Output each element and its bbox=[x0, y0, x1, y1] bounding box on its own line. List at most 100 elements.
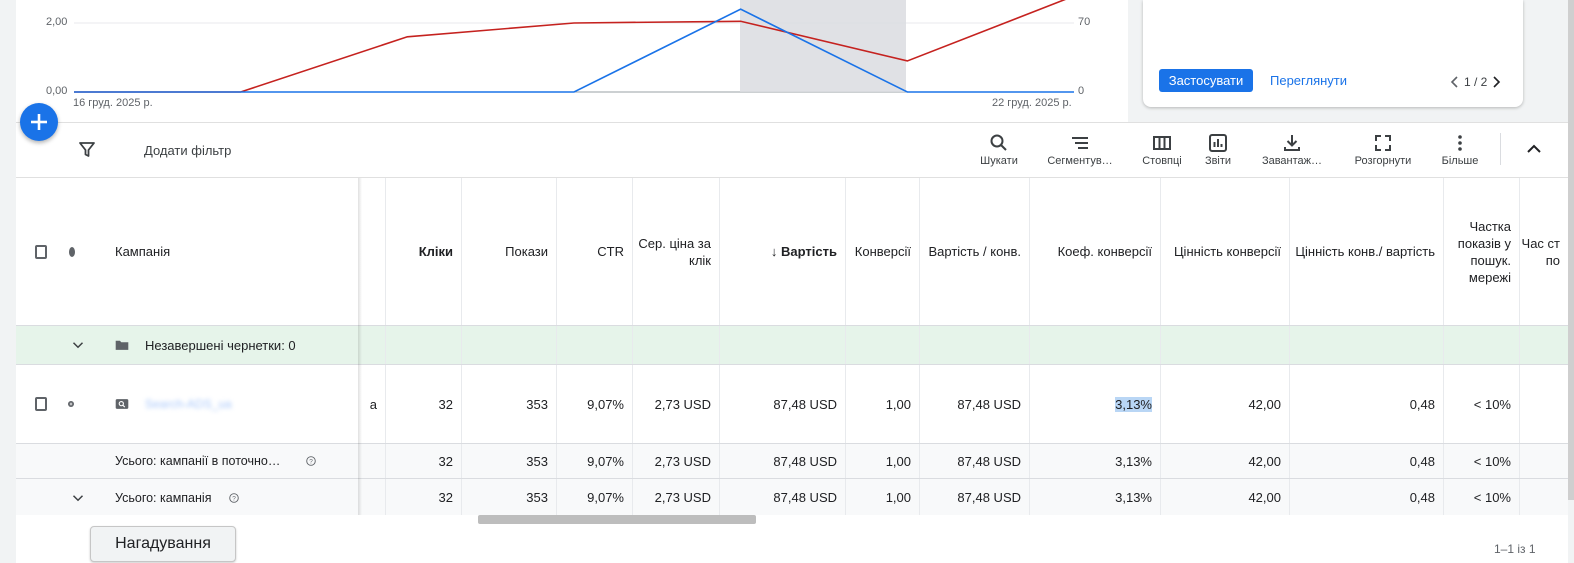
header-conv-rate[interactable]: Коеф. конверсії bbox=[1030, 178, 1161, 325]
header-avg-cpc[interactable]: Сер. ціна за клік bbox=[633, 178, 720, 325]
total-all-search-impr-share: < 10% bbox=[1444, 479, 1520, 515]
toolbar-download-label: Завантаж… bbox=[1261, 155, 1323, 167]
total-current-cost-per-conv: 87,48 USD bbox=[920, 444, 1030, 478]
header-ctr[interactable]: CTR bbox=[557, 178, 633, 325]
campaign-trailing-char: a bbox=[346, 365, 386, 443]
chevron-up-icon[interactable] bbox=[1526, 141, 1542, 157]
download-icon bbox=[1284, 135, 1300, 151]
recommendation-card: Застосувати Переглянути 1 / 2 bbox=[1143, 0, 1523, 107]
toolbar-columns[interactable]: Стовпці bbox=[1136, 131, 1188, 167]
drafts-row[interactable]: Незавершені чернетки: 0 bbox=[16, 326, 1568, 365]
toolbar-reports[interactable]: Звіти bbox=[1196, 131, 1240, 167]
toolbar-expand-label: Розгорнути bbox=[1354, 155, 1412, 167]
total-all-clicks: 32 bbox=[386, 479, 462, 515]
total-current-ctr: 9,07% bbox=[557, 444, 633, 478]
toolbar-more-label: Більше bbox=[1441, 155, 1479, 167]
header-campaign[interactable]: Кампанія bbox=[115, 244, 171, 259]
series-line-red bbox=[74, 0, 1066, 93]
chart-svg bbox=[74, 0, 1074, 93]
cell-cost: 87,48 USD bbox=[720, 365, 846, 443]
x-start-label: 16 груд. 2025 р. bbox=[73, 97, 153, 109]
total-all-conversions: 1,00 bbox=[846, 479, 920, 515]
folder-icon bbox=[115, 340, 129, 350]
chevron-down-icon[interactable] bbox=[72, 340, 84, 350]
cell-conv-rate: 3,13% bbox=[1115, 396, 1152, 412]
drafts-label: Незавершені чернетки: 0 bbox=[145, 337, 296, 353]
header-partial[interactable]: Час ст по bbox=[1521, 235, 1560, 268]
paused-status-icon[interactable] bbox=[68, 398, 74, 410]
header-conversions[interactable]: Конверсії bbox=[846, 178, 920, 325]
toolbar-columns-label: Стовпці bbox=[1142, 155, 1182, 167]
total-current-impressions: 353 bbox=[462, 444, 557, 478]
horizontal-scrollbar[interactable] bbox=[478, 515, 756, 524]
help-icon[interactable]: ? bbox=[229, 491, 239, 505]
total-current-conversions: 1,00 bbox=[846, 444, 920, 478]
total-current-conv-value-cost: 0,48 bbox=[1290, 444, 1444, 478]
toolbar-segment-label: Сегментув… bbox=[1047, 155, 1113, 167]
header-cost-per-conv[interactable]: Вартість / конв. bbox=[920, 178, 1030, 325]
header-cost[interactable]: ↓ Вартість bbox=[720, 178, 846, 325]
table-footer bbox=[16, 515, 1568, 563]
total-current-search-impr-share: < 10% bbox=[1444, 444, 1520, 478]
toolbar-download[interactable]: Завантаж… bbox=[1256, 131, 1328, 167]
chevron-down-icon[interactable] bbox=[72, 493, 84, 503]
table-row[interactable]: Search-ADS_ua a 32 353 9,07% 2,73 USD 87… bbox=[16, 365, 1568, 444]
row-checkbox[interactable] bbox=[35, 397, 47, 411]
card-pager: 1 / 2 bbox=[1450, 75, 1501, 89]
svg-text:?: ? bbox=[309, 459, 313, 466]
header-clicks[interactable]: Кліки bbox=[386, 178, 462, 325]
cell-search-impr-share: < 10% bbox=[1444, 365, 1520, 443]
toolbar-more[interactable]: Більше bbox=[1436, 131, 1484, 167]
status-dot-icon bbox=[69, 246, 75, 257]
help-icon[interactable]: ? bbox=[306, 454, 316, 468]
create-fab-button[interactable] bbox=[20, 103, 58, 141]
cell-impressions: 353 bbox=[462, 365, 557, 443]
cell-conv-value-cost: 0,48 bbox=[1290, 365, 1444, 443]
header-conv-value-cost[interactable]: Цінність конв./ вартість bbox=[1290, 178, 1444, 325]
campaign-name-link[interactable]: Search-ADS_ua bbox=[145, 397, 232, 411]
reminder-button[interactable]: Нагадування bbox=[90, 526, 236, 562]
performance-chart: 2,00 0,00 70 0 16 груд. 2025 р. 22 груд.… bbox=[16, 0, 1128, 122]
vertical-scrollbar[interactable] bbox=[1568, 0, 1574, 500]
total-all-cost: 87,48 USD bbox=[720, 479, 846, 515]
card-pager-text: 1 / 2 bbox=[1464, 75, 1488, 89]
expand-icon bbox=[1375, 135, 1391, 151]
header-impressions[interactable]: Покази bbox=[462, 178, 557, 325]
plus-icon bbox=[31, 114, 47, 130]
apply-button[interactable]: Застосувати bbox=[1159, 69, 1253, 92]
y-right-tick-0: 0 bbox=[1078, 85, 1085, 97]
add-filter-button[interactable]: Додати фільтр bbox=[144, 143, 232, 158]
toolbar-search-label: Шукати bbox=[980, 155, 1018, 167]
filter-icon[interactable] bbox=[78, 141, 96, 159]
select-all-checkbox[interactable] bbox=[35, 244, 47, 259]
header-conv-value[interactable]: Цінність конверсії bbox=[1161, 178, 1290, 325]
toolbar-search[interactable]: Шукати bbox=[973, 131, 1025, 167]
cell-avg-cpc: 2,73 USD bbox=[633, 365, 720, 443]
frozen-column-shadow bbox=[358, 178, 362, 515]
chevron-left-icon[interactable] bbox=[1450, 76, 1458, 88]
total-all-impressions: 353 bbox=[462, 479, 557, 515]
table-toolbar: Додати фільтр Шукати Сегментув… Стовпці … bbox=[16, 122, 1574, 177]
columns-icon bbox=[1153, 136, 1171, 150]
cell-clicks: 32 bbox=[386, 365, 462, 443]
total-all-ctr: 9,07% bbox=[557, 479, 633, 515]
total-current-label: Усього: кампанії в поточно… bbox=[115, 454, 281, 468]
toolbar-divider bbox=[1500, 133, 1501, 165]
toolbar-expand[interactable]: Розгорнути bbox=[1348, 131, 1418, 167]
header-search-impr-share[interactable]: Частка показів у пошук. мережі bbox=[1444, 178, 1520, 325]
reports-icon bbox=[1209, 134, 1227, 152]
search-icon bbox=[990, 134, 1007, 151]
view-link[interactable]: Переглянути bbox=[1270, 73, 1348, 88]
toolbar-segment[interactable]: Сегментув… bbox=[1042, 131, 1118, 167]
total-current-cost: 87,48 USD bbox=[720, 444, 846, 478]
series-line-blue bbox=[74, 8, 1074, 93]
chevron-right-icon[interactable] bbox=[1493, 76, 1501, 88]
cell-conv-value: 42,00 bbox=[1161, 365, 1290, 443]
total-all-conv-value: 42,00 bbox=[1161, 479, 1290, 515]
total-all-conv-value-cost: 0,48 bbox=[1290, 479, 1444, 515]
more-icon bbox=[1458, 135, 1462, 151]
total-all-label: Усього: кампанія bbox=[115, 490, 212, 505]
table-header-row: Кампанія Кліки Покази CTR Сер. ціна за к… bbox=[16, 178, 1568, 326]
y-left-tick-2: 2,00 bbox=[46, 16, 68, 28]
